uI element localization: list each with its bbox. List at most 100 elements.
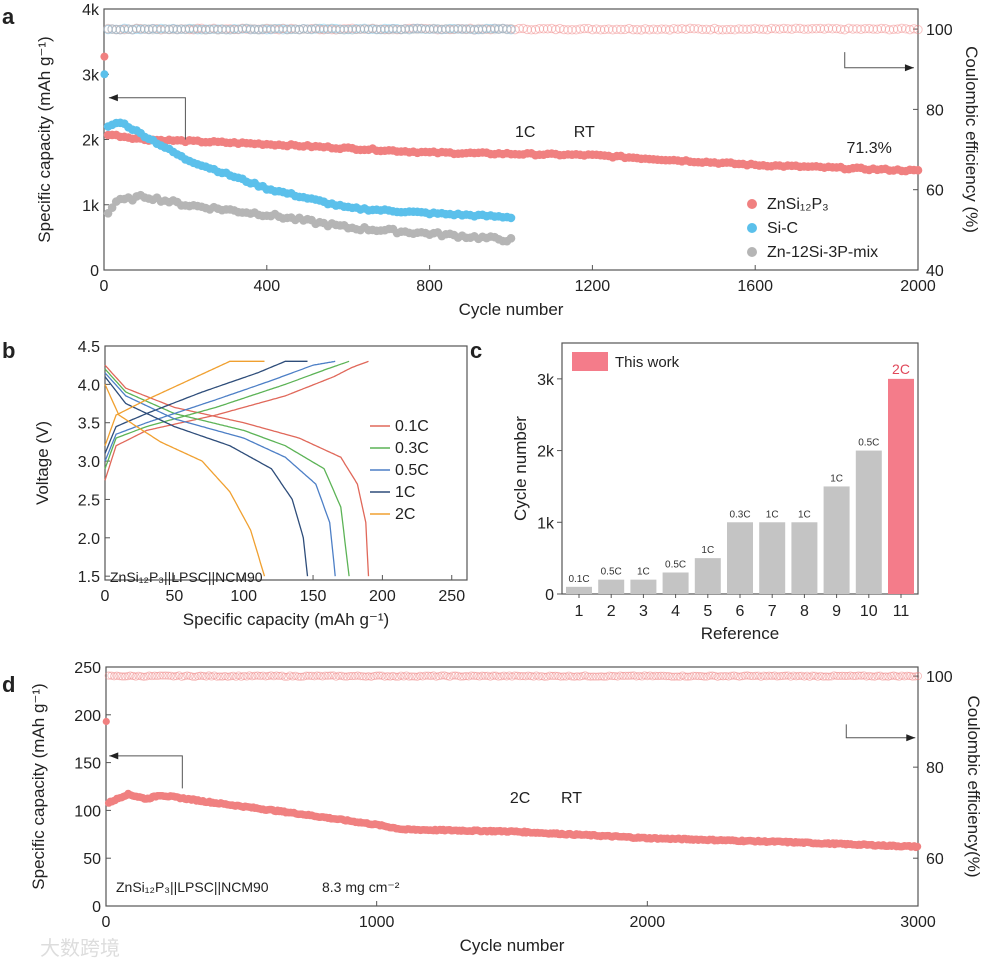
ce-point (209, 24, 219, 34)
ce-point (746, 671, 755, 680)
y-tick-label: 4.0 (78, 377, 100, 394)
y-right-axis-label: Coulombic efficiency (%) (962, 46, 981, 233)
ce-point (221, 24, 231, 34)
ce-point (759, 671, 768, 680)
ce-point (112, 671, 121, 680)
ce-point (407, 672, 416, 681)
y-tick-label: 50 (83, 851, 101, 868)
ce-point (335, 24, 345, 34)
ce-point (371, 25, 382, 35)
ce-point (494, 24, 504, 34)
ce-point (514, 23, 524, 34)
ce-point (457, 24, 467, 35)
y-tick-label: 2k (82, 133, 100, 150)
ce-point (868, 24, 878, 34)
bar (662, 572, 689, 594)
y-right-tick-label: 60 (926, 183, 944, 200)
ce-point (380, 24, 390, 35)
ce-point (152, 24, 162, 34)
ce-point (164, 24, 174, 35)
capacity-point (913, 165, 923, 175)
ce-point (388, 23, 398, 34)
x-tick-label: 11 (893, 603, 910, 620)
ce-point (313, 671, 322, 680)
ce-point (840, 671, 849, 680)
ce-point (180, 24, 191, 34)
ce-point (502, 24, 512, 34)
y-tick-label: 0 (92, 899, 101, 916)
ce-point (245, 25, 256, 35)
ce-point (371, 24, 382, 34)
ce-point (445, 24, 455, 35)
ce-point (209, 23, 219, 34)
ce-point (410, 672, 419, 681)
ce-point (339, 24, 349, 35)
ce-point (270, 24, 280, 35)
ce-point (803, 24, 813, 34)
ce-point (412, 23, 423, 34)
panel-b: 0 50 100 150 200 250 1.5 2.0 2.5 3.0 3.5 4.0 4.5 Spec… (33, 339, 468, 629)
ce-point (205, 24, 215, 34)
ce-point (778, 671, 787, 680)
y-tick-label: 4k (82, 2, 100, 19)
ce-point (424, 24, 435, 34)
bar-rate-label: 1C (701, 545, 714, 556)
ce-point (192, 23, 203, 34)
ce-point (339, 24, 349, 34)
ce-point (384, 24, 394, 35)
ce-point (307, 671, 316, 680)
ce-point (726, 24, 736, 35)
ce-point (794, 671, 803, 680)
ce-point (270, 23, 280, 34)
ce-point (376, 24, 386, 35)
ce-point (469, 24, 480, 34)
ce-point (721, 671, 730, 681)
ce-point (840, 25, 850, 35)
ce-point (213, 24, 223, 35)
ce-point (335, 24, 345, 35)
ce-point (127, 24, 138, 35)
ce-point (428, 24, 439, 34)
ce-point (821, 672, 831, 681)
ce-point (176, 24, 187, 34)
y-tick-label: 2k (537, 444, 555, 461)
ce-point (445, 23, 455, 34)
ce-point (860, 23, 870, 34)
panel-letter-c: c (470, 338, 482, 363)
ce-point (278, 23, 288, 34)
ce-point (465, 23, 475, 34)
ce-point (278, 25, 288, 35)
ce-point (315, 23, 325, 34)
ce-point (811, 23, 821, 34)
ce-point (844, 23, 854, 34)
ce-point (665, 25, 675, 35)
y-tick-label: 3.0 (78, 454, 100, 471)
ce-point (624, 671, 633, 680)
ce-point (250, 671, 259, 680)
ce-point (648, 672, 657, 681)
ce-point (746, 24, 756, 34)
ce-point (767, 671, 776, 681)
ce-point (823, 23, 834, 33)
x-tick-label: 0 (100, 278, 109, 295)
ce-point (428, 23, 439, 34)
ce-point (807, 24, 817, 34)
x-tick-label: 3000 (900, 914, 936, 931)
ce-point (909, 24, 919, 34)
ce-point (123, 24, 134, 34)
ce-point (270, 24, 280, 34)
ce-point (215, 672, 224, 681)
ce-point (792, 672, 801, 681)
ce-point (540, 672, 549, 681)
ce-point (412, 23, 423, 34)
ce-point (111, 24, 121, 35)
ce-point (213, 25, 223, 35)
ce-point (135, 24, 146, 34)
ce-point (510, 671, 519, 680)
ce-point (212, 672, 222, 681)
ce-point (355, 24, 366, 34)
ce-point (621, 671, 630, 680)
ce-point (652, 25, 663, 35)
ce-point (331, 23, 341, 34)
ce-point (148, 25, 158, 35)
